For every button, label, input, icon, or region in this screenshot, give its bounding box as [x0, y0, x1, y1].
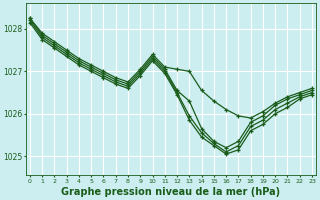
X-axis label: Graphe pression niveau de la mer (hPa): Graphe pression niveau de la mer (hPa)	[61, 187, 281, 197]
